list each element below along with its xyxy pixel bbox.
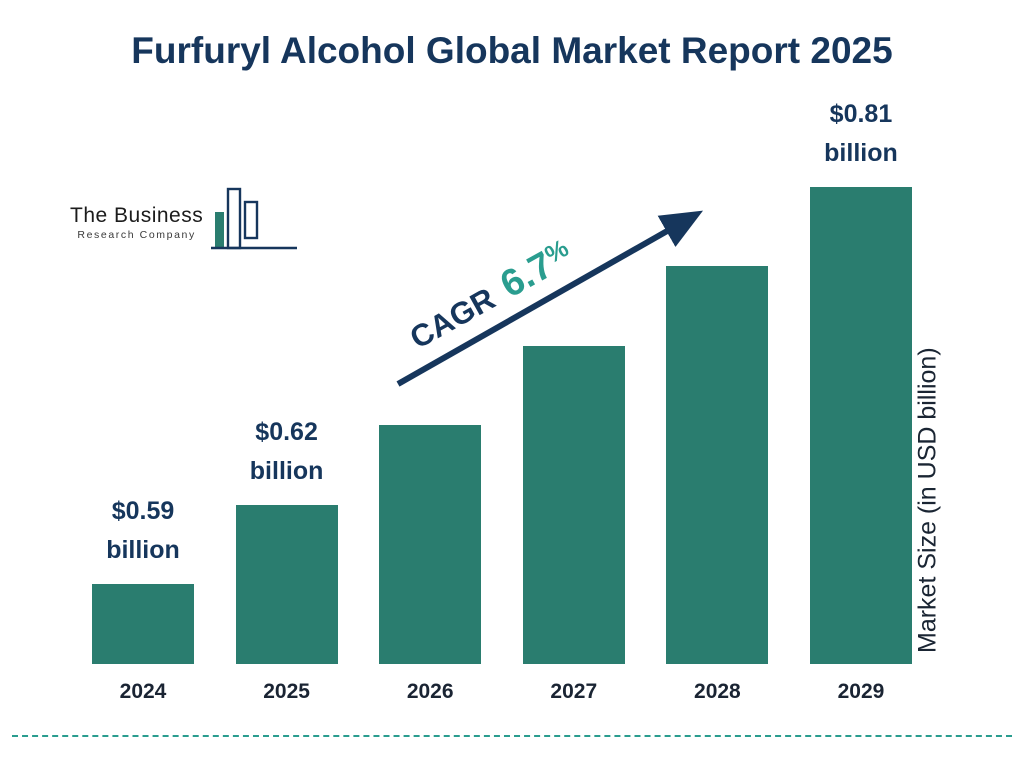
company-name-line2: Research Company xyxy=(77,229,196,241)
value-label: $0.59 billion xyxy=(106,497,180,564)
bar xyxy=(666,266,769,664)
bar xyxy=(522,346,625,664)
bar xyxy=(379,425,482,664)
value-label: $0.81 billion xyxy=(824,100,898,167)
bar-column: $0.59 billion 2024 xyxy=(88,492,198,706)
year-label: 2025 xyxy=(263,680,310,703)
bar xyxy=(235,505,338,664)
year-label: 2026 xyxy=(406,680,454,703)
bar-column: 2027 xyxy=(519,346,629,706)
bar xyxy=(92,584,194,664)
y-axis-label: Market Size (in USD billion) xyxy=(913,347,942,653)
year-label: 2029 xyxy=(837,680,885,703)
bar-column: 2028 xyxy=(662,266,772,706)
bar-column: $0.62 billion 2025 xyxy=(232,413,342,706)
bar-column: $0.81 billion 2029 xyxy=(806,95,916,706)
year-label: 2024 xyxy=(119,680,167,703)
bottom-dashed-divider xyxy=(12,735,1012,737)
page-title: Furfuryl Alcohol Global Market Report 20… xyxy=(131,30,893,71)
bar-chart-logo-icon xyxy=(211,187,298,250)
bar-column: 2026 xyxy=(375,425,485,706)
bar xyxy=(809,187,912,664)
bar-chart: $0.59 billion 2024 $0.62 billion 2025 2026 2027… xyxy=(88,95,916,706)
year-label: 2028 xyxy=(694,680,741,703)
company-logo-text: The Business Research Company xyxy=(70,204,203,241)
value-label: $0.62 billion xyxy=(249,418,324,485)
company-name-line1: The Business xyxy=(70,204,204,227)
company-logo: The Business Research Company xyxy=(70,186,299,252)
year-label: 2027 xyxy=(550,680,598,703)
